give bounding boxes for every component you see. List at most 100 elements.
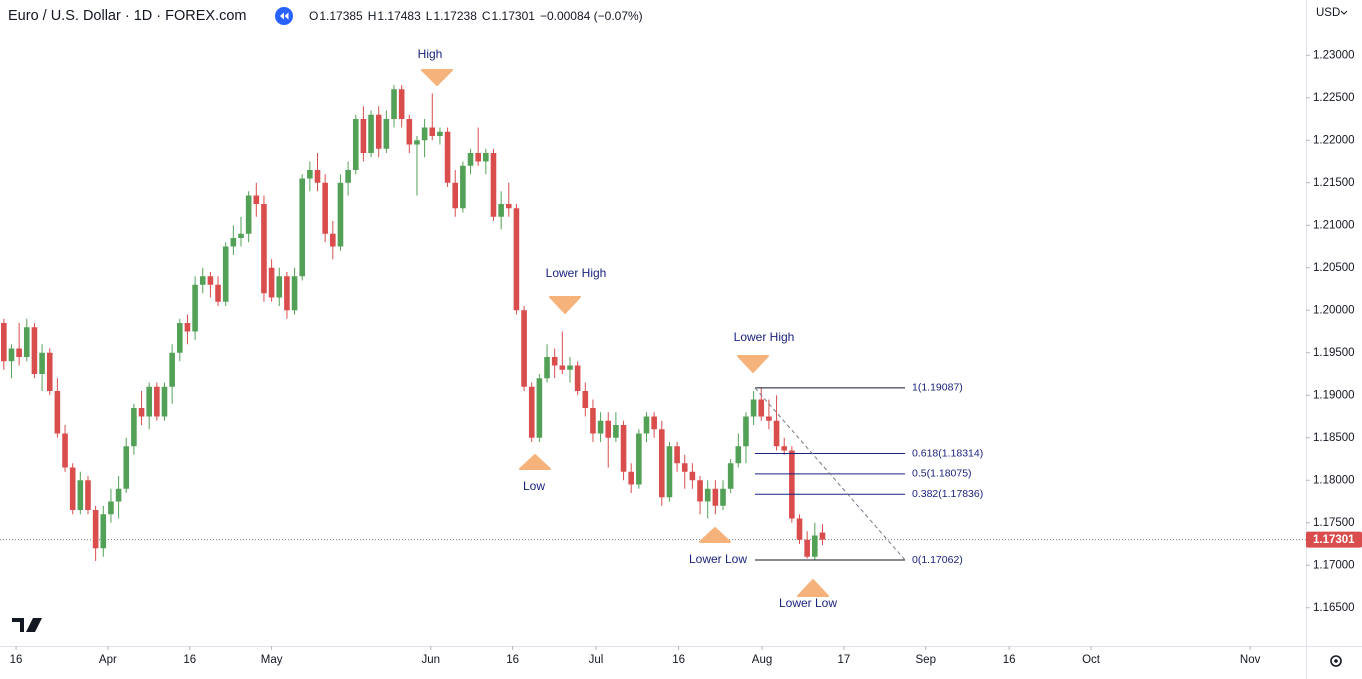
- candle-body: [658, 429, 665, 498]
- candle-body: [398, 89, 405, 119]
- ohlc-legend: O 1.17385 H 1.17483 L 1.17238 C 1.17301 −0.00084…: [309, 9, 643, 23]
- candle-body: [551, 357, 558, 366]
- candle-body: [681, 463, 688, 472]
- candle-body: [528, 386, 535, 438]
- y-tick-label: 1.21500: [1313, 177, 1355, 189]
- candle-body: [796, 518, 803, 540]
- candle-body: [735, 446, 742, 464]
- replay-icon: [280, 12, 289, 20]
- candle-body: [276, 276, 283, 298]
- annotation-marker: [519, 454, 551, 470]
- annotation-marker: [421, 69, 453, 86]
- candle-body: [100, 514, 107, 549]
- annotation-label: Lower Low: [689, 552, 747, 566]
- annotation-label: Lower Low: [779, 596, 837, 610]
- y-tick-label: 1.18000: [1313, 474, 1355, 486]
- candle-body: [161, 386, 168, 417]
- x-tick-label: Oct: [1082, 654, 1101, 666]
- candle-body: [199, 276, 206, 285]
- y-tick-label: 1.19000: [1313, 389, 1355, 401]
- x-tick-label: 16: [183, 654, 196, 666]
- candle-body: [322, 182, 328, 234]
- ohlc-value: 1.17483: [377, 9, 421, 23]
- candle-body: [758, 399, 765, 417]
- annotation-marker: [737, 355, 769, 373]
- candle-body: [345, 170, 351, 183]
- candle-body: [613, 425, 619, 438]
- ohlc-key: L: [426, 9, 433, 23]
- currency[interactable]: USD: [1316, 7, 1340, 19]
- candle-body: [674, 446, 680, 464]
- candle-body: [391, 89, 397, 119]
- candle-body: [230, 238, 237, 247]
- candle-body: [498, 204, 504, 217]
- candle-body: [720, 488, 726, 506]
- y-tick-label: 1.22000: [1313, 134, 1355, 146]
- candle-body: [138, 408, 145, 417]
- fib-label: 0.5(1.18075): [912, 468, 972, 480]
- last-price-label: 1.17301: [1313, 534, 1355, 546]
- candle-body: [743, 416, 749, 447]
- ohlc-value: 1.17238: [433, 9, 477, 23]
- candle-body: [567, 365, 573, 370]
- x-tick-label: 16: [1003, 654, 1016, 666]
- ohlc-key: H: [368, 9, 377, 23]
- candle-body: [284, 276, 290, 311]
- candle-body: [460, 165, 466, 209]
- candle-body: [406, 119, 413, 145]
- candle-body: [582, 391, 589, 408]
- x-tick-label: 16: [10, 654, 23, 666]
- candle-body: [215, 284, 221, 302]
- candle-body: [31, 327, 38, 374]
- fib-label: 0.618(1.18314): [912, 447, 983, 459]
- candle-body: [337, 182, 344, 247]
- candle-body: [375, 114, 382, 149]
- y-tick-label: 1.22500: [1313, 92, 1355, 104]
- candle-body: [299, 178, 306, 277]
- x-tick-label: Apr: [99, 654, 117, 666]
- candle-body: [467, 153, 474, 166]
- candle-body: [712, 488, 719, 506]
- candle-body: [360, 119, 367, 153]
- annotation-marker: [797, 579, 829, 597]
- candle-body: [154, 386, 160, 417]
- candle-body: [23, 327, 30, 357]
- candle-body: [483, 153, 489, 162]
- candle-body: [54, 391, 61, 434]
- annotation-label: Lower High: [734, 330, 795, 344]
- candle-body: [421, 127, 428, 141]
- y-tick-label: 1.16500: [1313, 602, 1355, 614]
- ohlc-change: −0.00084 (−0.07%): [540, 9, 643, 23]
- candle-body: [245, 195, 252, 234]
- candle-body: [513, 208, 520, 311]
- annotation-label: Low: [523, 479, 545, 493]
- candle-body: [766, 416, 772, 421]
- x-tick-label: Aug: [752, 654, 772, 666]
- candle-body: [574, 365, 581, 391]
- annotation-marker: [549, 296, 581, 314]
- candle-body: [521, 310, 527, 387]
- candle-body: [452, 182, 459, 209]
- candle-body: [437, 131, 443, 136]
- y-tick-label: 1.17500: [1313, 517, 1355, 529]
- x-tick-label: 17: [837, 654, 850, 666]
- candle-body: [666, 446, 673, 498]
- candle-body: [651, 416, 657, 430]
- candle-body: [238, 233, 244, 238]
- currency-caret: [1340, 10, 1348, 15]
- candle-body: [781, 446, 788, 451]
- candle-body: [773, 420, 780, 447]
- ohlc-key: O: [309, 9, 318, 23]
- candle-body: [222, 246, 229, 302]
- x-tick-label: May: [261, 654, 283, 666]
- x-tick-label: Jul: [589, 654, 604, 666]
- candle-body: [115, 488, 122, 502]
- tv-logo: [12, 618, 42, 632]
- x-tick-label: 16: [506, 654, 519, 666]
- x-tick-label: Jun: [421, 654, 440, 666]
- annotation-label: High: [418, 47, 443, 61]
- y-tick-label: 1.17000: [1313, 559, 1355, 571]
- settings-icon[interactable]: [1330, 655, 1342, 667]
